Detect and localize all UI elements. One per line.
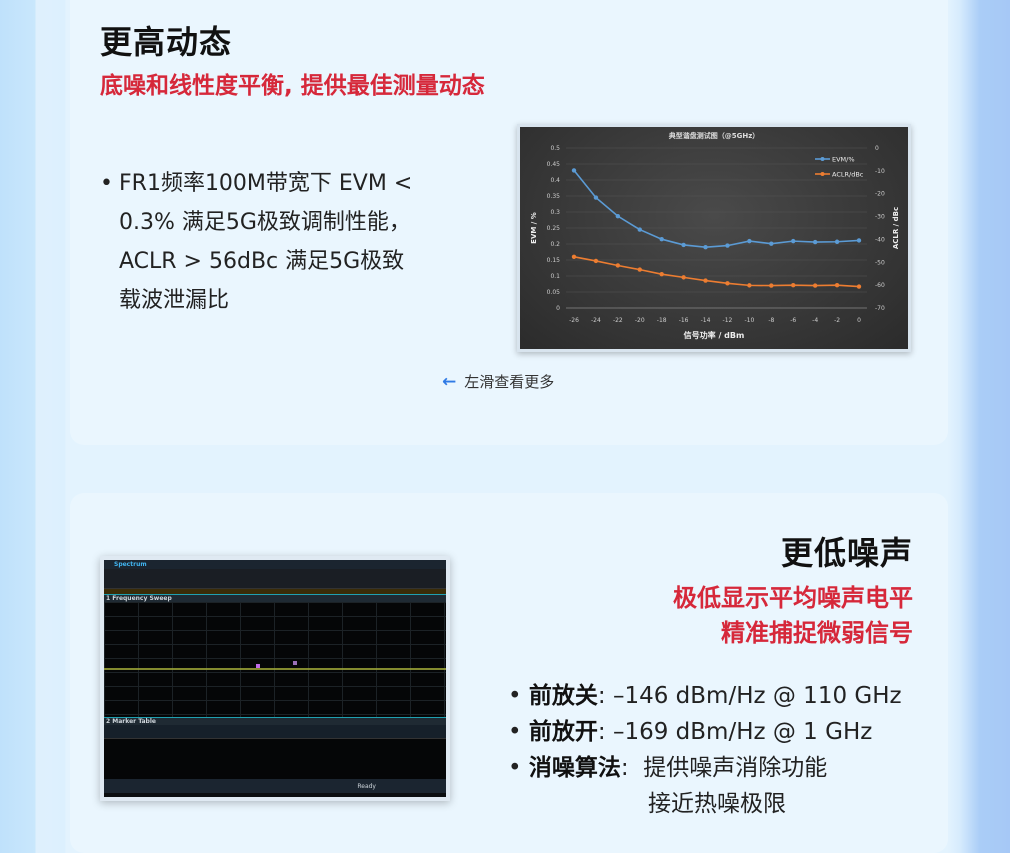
bullet-noise-cancel-cont: 接近热噪极限	[648, 791, 786, 817]
bullet-line: 载波泄漏比	[119, 288, 230, 313]
legend-marker	[820, 157, 825, 161]
bullet-noise-cancel: • 消噪算法: 提供噪声消除功能	[508, 755, 828, 781]
bullet-line: FR1频率100M带宽下 EVM <	[119, 171, 413, 196]
x-tick-label: -12	[723, 317, 733, 324]
x-tick-label: 0	[857, 317, 861, 324]
y-tick-label: 0.4	[550, 177, 560, 184]
data-point	[571, 254, 577, 259]
y2-tick-label: -70	[875, 305, 885, 312]
data-point	[659, 237, 664, 242]
y2-axis-title: ACLR / dBc	[892, 207, 900, 249]
data-point	[769, 241, 774, 246]
data-point	[856, 238, 862, 243]
evm-aclr-chart: 典型谐盘测试图（@5GHz） 0 0.05 0.1 0.15 0.2 0.25 0.3 0.35…	[517, 124, 911, 352]
x-tick-label: -8	[768, 317, 774, 324]
y-tick-label: 0.5	[550, 145, 560, 152]
data-point	[747, 238, 752, 244]
y2-tick-label: -30	[875, 214, 885, 221]
data-point	[571, 168, 577, 173]
data-point	[659, 271, 664, 277]
series-line-1	[573, 169, 860, 249]
series-line-2	[573, 256, 860, 288]
x-tick-label: -4	[812, 317, 818, 324]
sweep-plot	[104, 602, 446, 717]
chart-title: 典型谐盘测试图（@5GHz）	[669, 131, 760, 140]
bullet-preamp-off: • 前放关: –146 dBm/Hz @ 110 GHz	[508, 683, 902, 709]
y-tick-label: 0.3	[550, 209, 560, 216]
data-point	[791, 282, 796, 288]
data-point	[725, 281, 730, 286]
legend-marker	[820, 172, 825, 176]
x-tick-label: -2	[834, 317, 840, 324]
x-tick-label: -22	[613, 317, 623, 324]
y2-tick-label: -40	[875, 236, 885, 243]
data-point	[834, 282, 840, 288]
y-tick-label: 0.35	[547, 193, 561, 200]
bullet-line: ACLR > 56dBc 满足5G极致	[119, 249, 405, 274]
y2-tick-label: -20	[875, 191, 885, 198]
data-point	[747, 283, 752, 288]
spectrum-tab: Spectrum	[114, 561, 147, 568]
x-axis-title: 信号功率 / dBm	[684, 330, 745, 340]
marker	[293, 661, 297, 665]
swipe-hint-label: 左滑查看更多	[464, 373, 555, 391]
y-tick-label: 0.1	[550, 273, 560, 280]
section1-subtitle: 底噪和线性度平衡, 提供最佳测量动态	[100, 73, 485, 99]
bullet-preamp-on: • 前放开: –169 dBm/Hz @ 1 GHz	[508, 719, 873, 745]
data-point	[637, 227, 642, 232]
y-tick-label: 0.2	[550, 241, 560, 248]
arrow-left-icon: ←	[442, 371, 457, 392]
legend-label: EVM/%	[832, 156, 855, 164]
data-point	[681, 242, 686, 248]
data-point	[725, 243, 730, 248]
data-point	[703, 245, 708, 250]
data-point	[769, 283, 774, 288]
legend-label: ACLR/dBc	[832, 171, 864, 179]
status-text: Ready	[357, 782, 376, 790]
x-tick-label: -16	[679, 317, 689, 324]
spectrum-analyzer-screenshot: Spectrum 1 Frequency Sweep 2 Marker Tabl…	[100, 556, 450, 801]
section1-bullet: • FR1频率100M带宽下 EVM < 0.3% 满足5G极致调制性能， ACL…	[100, 164, 412, 320]
marker	[256, 664, 260, 668]
data-point	[615, 263, 621, 268]
y2-tick-label: -60	[875, 282, 885, 289]
data-point	[681, 275, 686, 280]
y2-tick-label: 0	[875, 145, 879, 152]
section2-subtitle-line: 精准捕捉微弱信号	[721, 619, 913, 647]
data-point	[593, 195, 599, 200]
bullet-line: 0.3% 满足5G极致调制性能，	[119, 210, 411, 235]
marker-table-title: 2 Marker Table	[104, 717, 446, 725]
section2-subtitle-line: 极低显示平均噪声电平	[673, 584, 913, 612]
data-point	[615, 213, 621, 219]
data-point	[791, 238, 796, 244]
y-tick-label: 0.25	[547, 225, 561, 232]
data-point	[834, 239, 840, 244]
x-tick-label: -10	[744, 317, 754, 324]
data-point	[856, 284, 862, 289]
section2-title: 更低噪声	[780, 534, 913, 572]
data-point	[703, 278, 708, 283]
data-point	[812, 239, 818, 245]
y2-tick-label: -50	[875, 259, 885, 266]
data-point	[593, 258, 599, 264]
y2-tick-label: -10	[875, 168, 885, 175]
data-point	[812, 283, 818, 288]
section1-title: 更高动态	[100, 23, 233, 61]
x-tick-label: -20	[635, 317, 645, 324]
y-axis-title: EVM / %	[530, 212, 538, 244]
noise-trace	[104, 668, 446, 670]
y-tick-label: 0	[556, 305, 560, 312]
x-tick-label: -14	[701, 317, 711, 324]
y-tick-label: 0.05	[547, 289, 561, 296]
x-tick-label: -24	[591, 317, 601, 324]
data-point	[637, 267, 642, 272]
x-tick-label: -18	[657, 317, 667, 324]
x-tick-label: -26	[569, 317, 579, 324]
x-tick-label: -6	[790, 317, 796, 324]
frequency-sweep-panel-title: 1 Frequency Sweep	[104, 594, 446, 602]
y-tick-label: 0.45	[547, 161, 561, 168]
swipe-hint[interactable]: ← 左滑查看更多	[442, 371, 554, 392]
y-tick-label: 0.15	[547, 257, 561, 264]
